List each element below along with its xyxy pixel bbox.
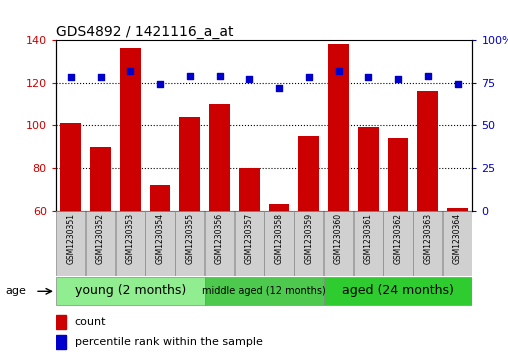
Text: aged (24 months): aged (24 months)	[342, 284, 454, 297]
Bar	[179, 117, 200, 338]
Text: GSM1230354: GSM1230354	[155, 212, 165, 264]
Bar	[209, 104, 230, 338]
Bar	[388, 138, 408, 338]
Text: GSM1230359: GSM1230359	[304, 212, 313, 264]
Bar	[328, 44, 349, 338]
Text: middle aged (12 months): middle aged (12 months)	[202, 286, 326, 296]
Point	[186, 73, 194, 79]
Bar	[235, 211, 264, 276]
Bar	[175, 211, 204, 276]
Bar	[90, 147, 111, 338]
Point	[364, 74, 372, 80]
Point	[67, 74, 75, 80]
Bar	[149, 185, 170, 338]
Bar	[298, 136, 319, 338]
Text: GSM1230363: GSM1230363	[423, 212, 432, 264]
Text: GSM1230356: GSM1230356	[215, 212, 224, 264]
Point	[126, 68, 134, 74]
Text: young (2 months): young (2 months)	[75, 284, 186, 297]
Point	[215, 73, 224, 79]
Bar	[86, 211, 115, 276]
Text: GSM1230351: GSM1230351	[66, 212, 75, 264]
Bar	[354, 211, 383, 276]
Text: GDS4892 / 1421116_a_at: GDS4892 / 1421116_a_at	[56, 25, 233, 39]
Bar	[358, 127, 378, 338]
Point	[156, 81, 164, 87]
Point	[97, 74, 105, 80]
Text: GSM1230353: GSM1230353	[126, 212, 135, 264]
Bar	[294, 211, 324, 276]
Bar	[145, 211, 175, 276]
Point	[305, 74, 313, 80]
Point	[275, 85, 283, 91]
Text: GSM1230358: GSM1230358	[274, 212, 283, 264]
Bar	[443, 211, 472, 276]
Bar	[116, 211, 145, 276]
Text: percentile rank within the sample: percentile rank within the sample	[75, 337, 263, 347]
Point	[394, 76, 402, 82]
Bar	[418, 91, 438, 338]
Bar	[120, 49, 141, 338]
Text: GSM1230352: GSM1230352	[96, 212, 105, 264]
Text: GSM1230361: GSM1230361	[364, 212, 373, 264]
Point	[454, 81, 462, 87]
Bar	[56, 335, 67, 349]
Bar	[56, 315, 67, 329]
Bar	[56, 211, 85, 276]
Text: count: count	[75, 317, 106, 327]
Bar	[239, 168, 260, 338]
Bar	[324, 277, 472, 305]
Text: GSM1230364: GSM1230364	[453, 212, 462, 264]
Bar	[265, 211, 294, 276]
Text: age: age	[5, 286, 26, 297]
Bar	[324, 211, 353, 276]
Bar	[205, 211, 234, 276]
Point	[245, 76, 253, 82]
Text: GSM1230357: GSM1230357	[245, 212, 254, 264]
Bar	[269, 204, 290, 338]
Bar	[447, 208, 468, 338]
Point	[424, 73, 432, 79]
Bar	[413, 211, 442, 276]
Bar	[205, 277, 324, 305]
Bar	[60, 123, 81, 338]
Bar	[384, 211, 412, 276]
Bar	[56, 277, 205, 305]
Text: GSM1230355: GSM1230355	[185, 212, 194, 264]
Text: GSM1230362: GSM1230362	[394, 212, 402, 264]
Point	[334, 68, 342, 74]
Text: GSM1230360: GSM1230360	[334, 212, 343, 264]
